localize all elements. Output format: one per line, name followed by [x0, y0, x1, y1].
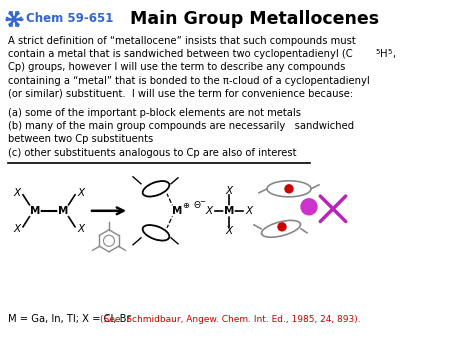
- Text: (b) many of the main group compounds are necessarily   sandwiched: (b) many of the main group compounds are…: [8, 121, 354, 131]
- Text: −: −: [199, 199, 205, 205]
- Text: X: X: [225, 226, 233, 236]
- Text: X: X: [14, 224, 21, 234]
- Text: A strict definition of “metallocene” insists that such compounds must: A strict definition of “metallocene” ins…: [8, 36, 356, 46]
- Text: (c) other substituents analogous to Cp are also of interest: (c) other substituents analogous to Cp a…: [8, 148, 297, 158]
- Text: Θ: Θ: [194, 201, 201, 210]
- Text: X: X: [14, 188, 21, 198]
- Text: containing a “metal” that is bonded to the π-cloud of a cyclopentadienyl: containing a “metal” that is bonded to t…: [8, 76, 370, 86]
- Text: between two Cp substituents: between two Cp substituents: [8, 135, 153, 144]
- Circle shape: [285, 185, 293, 193]
- Text: Chem 59-651: Chem 59-651: [26, 13, 113, 25]
- Text: ⊕: ⊕: [182, 201, 189, 210]
- Text: M: M: [30, 206, 40, 216]
- Text: 5: 5: [387, 49, 392, 55]
- Circle shape: [278, 223, 286, 231]
- Circle shape: [301, 199, 317, 215]
- Text: X: X: [245, 206, 252, 216]
- Text: (a) some of the important p-block elements are not metals: (a) some of the important p-block elemen…: [8, 108, 301, 118]
- Text: H: H: [380, 49, 387, 59]
- Text: Main Group Metallocenes: Main Group Metallocenes: [130, 10, 379, 28]
- Text: Cp) groups, however I will use the term to describe any compounds: Cp) groups, however I will use the term …: [8, 63, 346, 72]
- Text: contain a metal that is sandwiched between two cyclopentadienyl (C: contain a metal that is sandwiched betwe…: [8, 49, 353, 59]
- Text: X: X: [206, 206, 212, 216]
- Text: M: M: [224, 206, 234, 216]
- Text: 5: 5: [375, 49, 379, 55]
- Text: M: M: [172, 206, 182, 216]
- Text: (See: Schmidbaur, Angew. Chem. Int. Ed., 1985, 24, 893).: (See: Schmidbaur, Angew. Chem. Int. Ed.,…: [100, 315, 360, 324]
- Text: (or similar) substituent.  I will use the term for convenience because:: (or similar) substituent. I will use the…: [8, 89, 353, 99]
- Text: X: X: [77, 224, 85, 234]
- Text: M: M: [58, 206, 68, 216]
- Text: ,: ,: [392, 49, 395, 59]
- Text: X: X: [77, 188, 85, 198]
- Text: X: X: [225, 186, 233, 196]
- Text: M = Ga, In, Tl; X = Cl, Br: M = Ga, In, Tl; X = Cl, Br: [8, 314, 134, 324]
